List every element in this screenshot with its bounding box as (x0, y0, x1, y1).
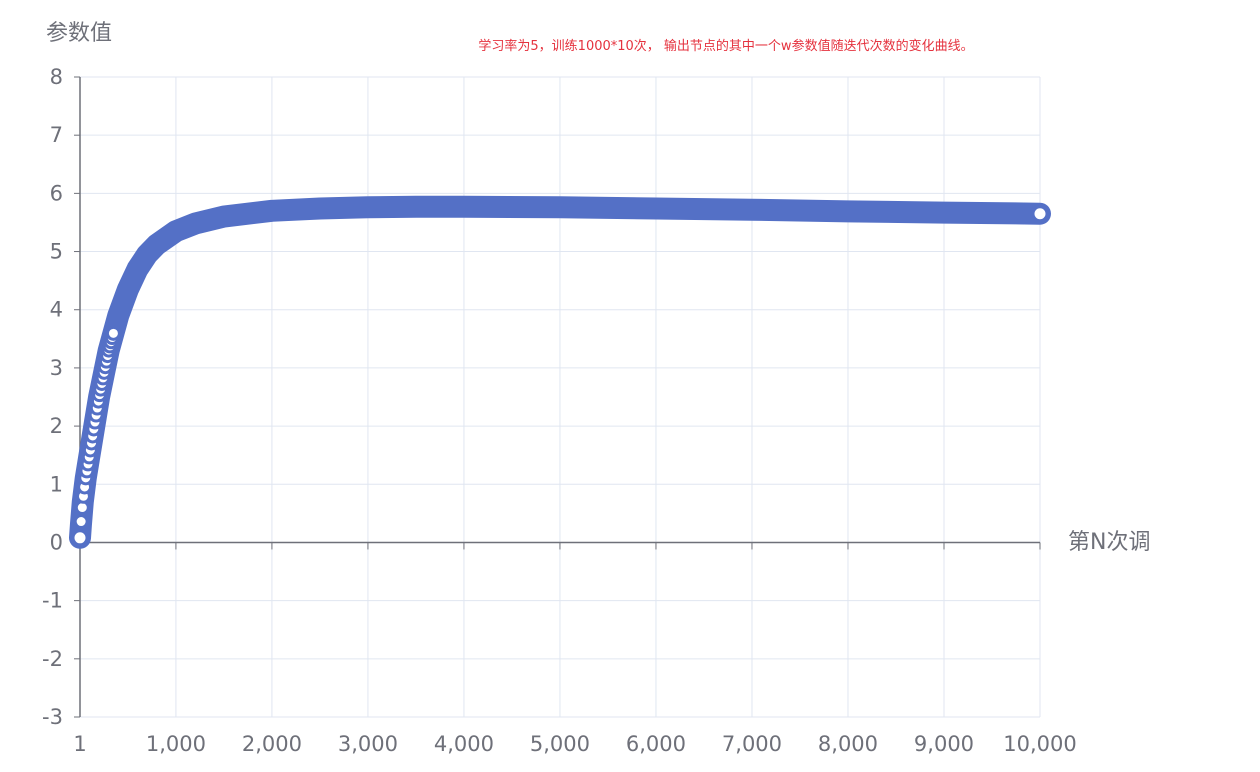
x-tick-label: 1 (73, 732, 86, 756)
chart-title: 学习率为5，训练1000*10次， 输出节点的其中一个w参数值随迭代次数的变化曲… (478, 38, 973, 54)
grid (80, 76, 1041, 718)
data-point (73, 514, 89, 530)
data-point (105, 325, 121, 341)
y-tick-label: -1 (42, 589, 63, 613)
series-points (71, 205, 1049, 547)
y-tick-label: 7 (50, 123, 63, 147)
y-tick-label: 4 (50, 298, 63, 322)
y-tick-label: -3 (42, 705, 63, 729)
y-tick-label: 1 (50, 472, 63, 496)
data-point-first (71, 529, 89, 547)
y-tick-label: 3 (50, 356, 63, 380)
x-tick-label: 1,000 (146, 732, 206, 756)
data-point-last (1031, 205, 1049, 223)
y-tick-label: 2 (50, 414, 63, 438)
x-tick-label: 8,000 (818, 732, 878, 756)
x-tick-label: 5,000 (530, 732, 590, 756)
x-tick-label: 6,000 (626, 732, 686, 756)
x-tick-label: 9,000 (914, 732, 974, 756)
x-tick-label: 10,000 (1003, 732, 1076, 756)
y-tick-label: 6 (50, 181, 63, 205)
y-tick-label: 0 (50, 530, 63, 554)
x-tick-label: 7,000 (722, 732, 782, 756)
y-tick-label: -2 (42, 647, 63, 671)
x-tick-label: 3,000 (338, 732, 398, 756)
axes: -3 -2 -1 0 1 2 3 4 5 6 7 8 1 1,000 2,000 3,000 4,000 5,00… (42, 65, 1077, 756)
y-tick-label: 5 (50, 240, 63, 264)
y-tick-label: 8 (50, 65, 63, 89)
x-axis-label: 第N次调 (1068, 530, 1150, 555)
x-tick-label: 4,000 (434, 732, 494, 756)
y-axis-label: 参数值 (46, 21, 112, 46)
x-tick-label: 2,000 (242, 732, 302, 756)
